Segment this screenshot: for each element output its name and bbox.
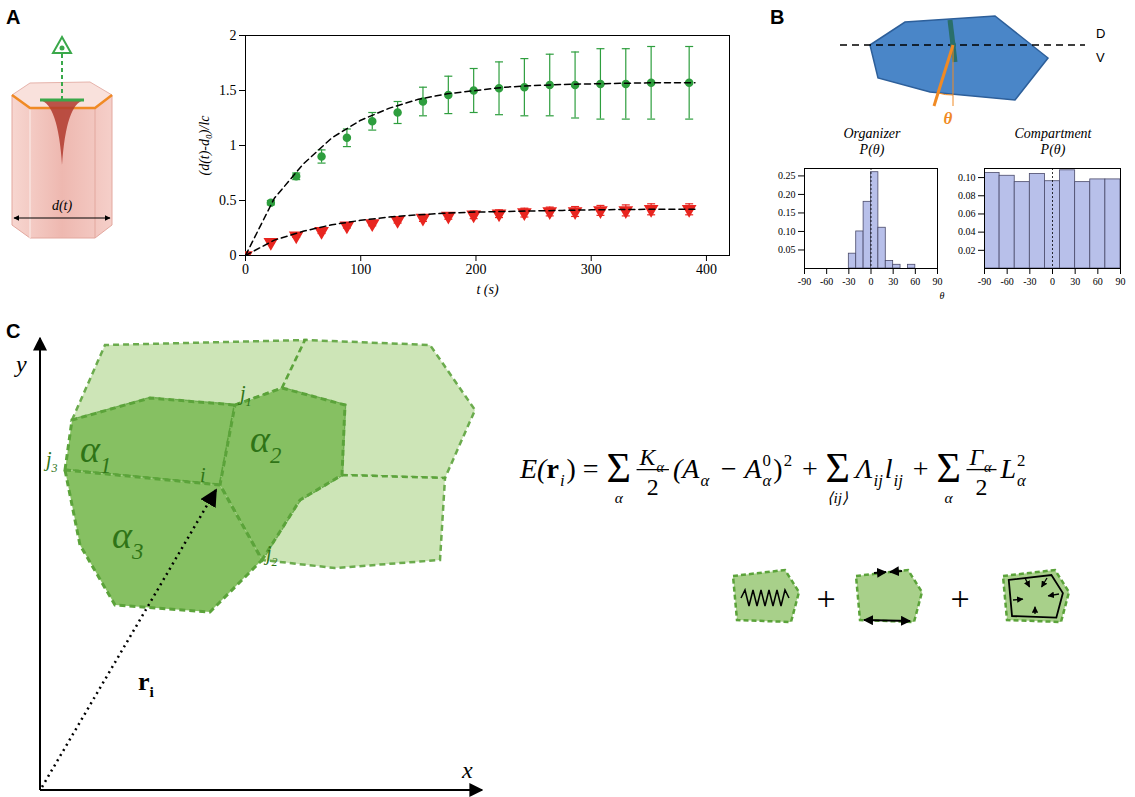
svg-text:-30: -30 bbox=[1023, 276, 1036, 287]
svg-text:0.02: 0.02 bbox=[958, 245, 976, 256]
svg-text:α2: α2 bbox=[250, 418, 281, 468]
svg-text:90: 90 bbox=[1116, 276, 1126, 287]
html-text:Organizer: Organizer bbox=[843, 126, 901, 141]
svg-text:Γ: Γ bbox=[968, 444, 984, 470]
svg-text:400: 400 bbox=[696, 262, 717, 277]
svg-text:0.15: 0.15 bbox=[778, 207, 796, 218]
svg-text:ri: ri bbox=[138, 667, 155, 700]
svg-text:K: K bbox=[639, 444, 657, 470]
svg-text:α: α bbox=[615, 489, 624, 506]
svg-text:(A: (A bbox=[673, 453, 700, 484]
svg-text:α: α bbox=[656, 459, 664, 475]
svg-text:100: 100 bbox=[350, 262, 371, 277]
svg-text:j2: j2 bbox=[263, 542, 278, 569]
svg-text:t (s): t (s) bbox=[476, 282, 499, 298]
svg-text:Σ: Σ bbox=[607, 445, 631, 491]
svg-text:-60: -60 bbox=[820, 276, 833, 287]
svg-text:Σ: Σ bbox=[826, 445, 850, 491]
svg-text:α: α bbox=[984, 459, 992, 475]
svg-text:0.25: 0.25 bbox=[778, 170, 796, 181]
svg-text:-30: -30 bbox=[842, 276, 855, 287]
svg-text:(d(t)-d₀)/lc: (d(t)-d₀)/lc bbox=[197, 115, 213, 176]
svg-text:d(t): d(t) bbox=[52, 198, 73, 214]
svg-text:1: 1 bbox=[230, 138, 237, 153]
svg-text:0.04: 0.04 bbox=[958, 226, 976, 237]
svg-text:0: 0 bbox=[242, 262, 249, 277]
html-text:Compartment: Compartment bbox=[1014, 126, 1092, 141]
svg-text:0: 0 bbox=[763, 451, 771, 470]
svg-text:Λ: Λ bbox=[853, 453, 873, 484]
svg-text:α: α bbox=[700, 471, 710, 490]
svg-text:+: + bbox=[816, 580, 835, 617]
svg-text:1.5: 1.5 bbox=[219, 83, 237, 98]
svg-text:0: 0 bbox=[869, 276, 874, 287]
svg-text:j3: j3 bbox=[43, 448, 58, 475]
svg-text:2: 2 bbox=[976, 474, 988, 500]
svg-text:r: r bbox=[546, 453, 558, 484]
svg-text:0.20: 0.20 bbox=[778, 189, 796, 200]
svg-text:y: y bbox=[14, 351, 27, 377]
svg-text:0.10: 0.10 bbox=[778, 226, 796, 237]
html-text:P(θ): P(θ) bbox=[1040, 142, 1066, 157]
svg-text:α: α bbox=[763, 471, 773, 490]
svg-text:α: α bbox=[945, 489, 954, 506]
svg-text:θ: θ bbox=[944, 109, 953, 128]
svg-text:200: 200 bbox=[465, 262, 486, 277]
svg-text:i: i bbox=[200, 464, 206, 486]
svg-text:300: 300 bbox=[581, 262, 602, 277]
svg-text:x: x bbox=[461, 757, 473, 783]
svg-text:α3: α3 bbox=[112, 514, 143, 564]
svg-text:ij: ij bbox=[874, 471, 884, 490]
svg-text:Σ: Σ bbox=[936, 445, 960, 491]
svg-text:⟨ij⟩: ⟨ij⟩ bbox=[827, 489, 848, 506]
svg-text:2: 2 bbox=[784, 451, 792, 470]
svg-text:0.10: 0.10 bbox=[958, 172, 976, 183]
svg-text:C: C bbox=[6, 320, 20, 342]
svg-text:B: B bbox=[770, 6, 784, 28]
svg-text:V: V bbox=[1096, 50, 1105, 65]
svg-text:0.5: 0.5 bbox=[219, 193, 237, 208]
svg-text:A: A bbox=[6, 6, 20, 28]
svg-text:90: 90 bbox=[933, 276, 943, 287]
svg-text:): ) bbox=[773, 453, 782, 484]
svg-text:D: D bbox=[1096, 26, 1105, 41]
svg-text:ij: ij bbox=[894, 471, 904, 490]
svg-text:-60: -60 bbox=[1000, 276, 1013, 287]
svg-text:2: 2 bbox=[1017, 451, 1025, 470]
svg-text:θ: θ bbox=[940, 290, 945, 301]
svg-text:α: α bbox=[1017, 471, 1027, 490]
svg-text:-90: -90 bbox=[978, 276, 991, 287]
svg-text:2: 2 bbox=[647, 474, 659, 500]
svg-text:) =: ) = bbox=[567, 453, 599, 484]
svg-text:i: i bbox=[560, 471, 565, 490]
svg-text:2: 2 bbox=[230, 28, 237, 43]
svg-text:0: 0 bbox=[1050, 276, 1055, 287]
svg-text:0: 0 bbox=[230, 248, 237, 263]
svg-text:+: + bbox=[802, 453, 818, 484]
svg-text:l: l bbox=[885, 453, 893, 484]
svg-text:+: + bbox=[950, 580, 969, 617]
svg-text:0.08: 0.08 bbox=[958, 190, 976, 201]
svg-text:E(: E( bbox=[519, 453, 548, 484]
svg-text:30: 30 bbox=[888, 276, 898, 287]
svg-text:L: L bbox=[1000, 453, 1017, 484]
svg-text:0.06: 0.06 bbox=[958, 208, 976, 219]
svg-text:α1: α1 bbox=[80, 428, 111, 478]
html-text:P(θ): P(θ) bbox=[859, 142, 885, 157]
svg-text:30: 30 bbox=[1070, 276, 1080, 287]
svg-text:60: 60 bbox=[1093, 276, 1103, 287]
svg-text:− A: − A bbox=[719, 453, 762, 484]
svg-text:-90: -90 bbox=[798, 276, 811, 287]
svg-text:60: 60 bbox=[910, 276, 920, 287]
svg-text:0.05: 0.05 bbox=[778, 244, 796, 255]
svg-text:+: + bbox=[913, 453, 929, 484]
svg-text:j1: j1 bbox=[237, 382, 252, 409]
